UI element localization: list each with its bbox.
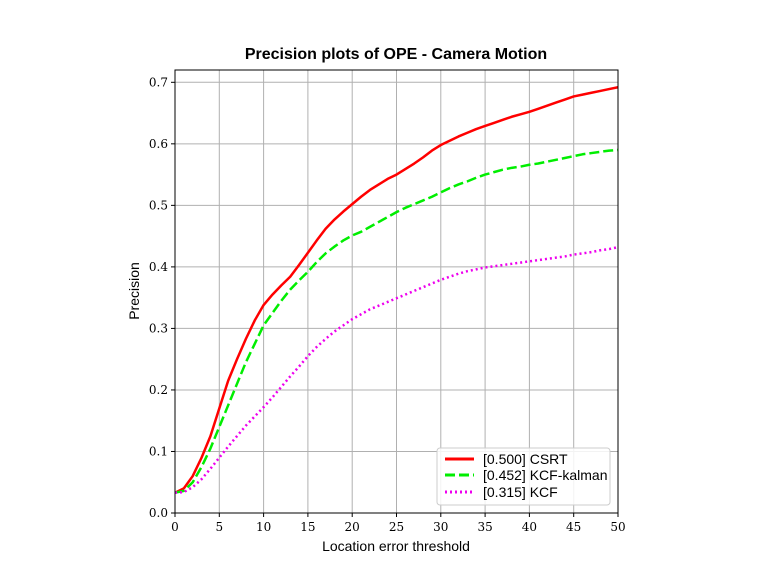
- y-tick-label: 0.1: [149, 444, 168, 458]
- series-line-kcf: [174, 245, 619, 494]
- x-tick-label: 5: [215, 520, 223, 534]
- x-tick-label: 45: [566, 520, 581, 534]
- legend-label-kcf: [0.315] KCF: [483, 484, 558, 500]
- x-axis-label: Location error threshold: [322, 538, 470, 554]
- y-tick-label: 0.6: [149, 137, 168, 151]
- x-tick-label: 20: [345, 520, 360, 534]
- x-tick-label: 35: [477, 520, 492, 534]
- y-axis-label: Precision: [126, 262, 142, 320]
- series-line-kcf-kalman: [174, 148, 619, 494]
- x-tick-label: 25: [389, 520, 404, 534]
- y-tick-label: 0.2: [149, 383, 168, 397]
- x-tick-label: 0: [171, 520, 179, 534]
- y-tick-label: 0.4: [149, 260, 168, 274]
- x-tick-label: 15: [300, 520, 315, 534]
- y-tick-label: 0.3: [149, 321, 168, 335]
- x-tick-label: 10: [256, 520, 271, 534]
- x-tick-label: 50: [610, 520, 625, 534]
- legend-box: [436, 447, 611, 506]
- x-tick-label: 40: [522, 520, 537, 534]
- y-tick-label: 0.7: [149, 75, 168, 89]
- x-tick-label: 30: [433, 520, 448, 534]
- legend: [0.500] CSRT [0.452] KCF-kalman [0.315] …: [436, 447, 611, 506]
- series-line-csrt: [174, 86, 619, 494]
- chart-title: Precision plots of OPE - Camera Motion: [245, 46, 547, 63]
- legend-label-kcf-kalman: [0.452] KCF-kalman: [483, 467, 608, 483]
- legend-label-csrt: [0.500] CSRT: [483, 451, 568, 467]
- y-tick-label: 0.0: [149, 506, 168, 520]
- axis-ticks: 0 5 10 15 20 25 30 35 40 45 50 0.0 0.1 0.2 0.3 0.4 0.5 0.…: [149, 75, 626, 534]
- series-lines: [174, 86, 619, 494]
- y-tick-label: 0.5: [149, 198, 168, 212]
